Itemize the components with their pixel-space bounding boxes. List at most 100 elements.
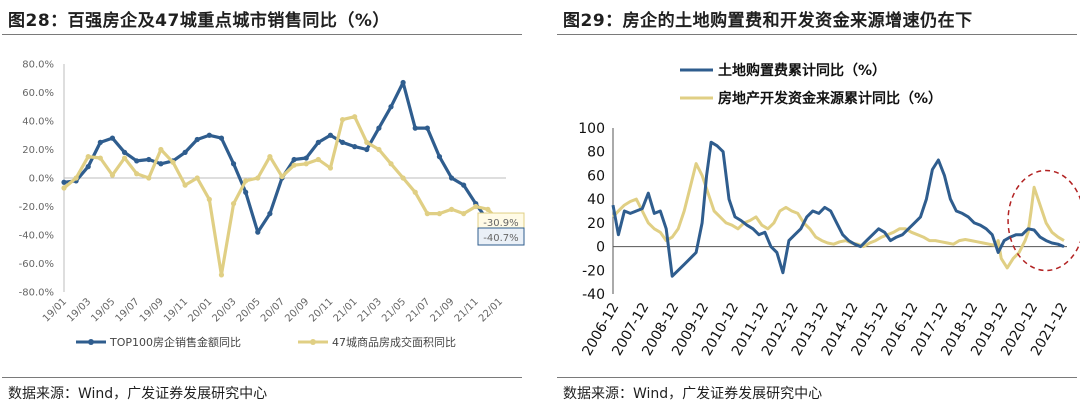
left-series-47city-point (182, 182, 188, 188)
right-ytick-label: 0 (596, 240, 605, 256)
left-series-47city-point (303, 161, 309, 167)
left-series-top100-point (61, 179, 67, 185)
left-line-chart: 80.0% 60.0% 40.0% 20.0% 0.0% -20.0% -40.0% -60.… (19, 60, 525, 349)
left-series-47city-point (400, 175, 406, 181)
left-series-top100-point (243, 189, 249, 195)
left-series-top100-point (315, 139, 321, 145)
right-series-funds-line (611, 162, 1065, 270)
left-xtick-label: 20/03 (211, 296, 239, 324)
left-series-top100-point (158, 161, 164, 167)
left-series-47city-point (448, 206, 455, 212)
left-series-top100-point (109, 135, 116, 141)
left-figure-title: 图28：百强房企及47城重点城市销售同比（%） (8, 11, 390, 31)
left-xtick-label: 20/01 (186, 296, 214, 324)
left-series-47city-point (267, 154, 273, 160)
left-series-top100-point (291, 156, 297, 163)
left-legend-blue-marker (88, 339, 94, 345)
right-legend-blue-label: 土地购置费累计同比（%） (718, 62, 886, 79)
left-series-top100-point (327, 132, 334, 138)
left-source: 数据来源：Wind，广发证券发展研究中心 (8, 386, 268, 402)
left-xtick-label: 21/01 (332, 296, 360, 324)
right-ytick-label: 40 (587, 192, 605, 208)
left-xtick-label: 19/03 (65, 296, 93, 324)
left-series-top100-point (121, 149, 128, 155)
left-annotation-gold-label: -30.9% (483, 218, 518, 229)
left-series-top100-point (388, 104, 394, 110)
left-series-47city-point (170, 159, 176, 165)
right-line-chart: 100806040200-20-402006-122007-122008-122… (578, 62, 1080, 359)
left-bottom-rule (2, 377, 522, 378)
left-series-47city-line (62, 115, 502, 277)
left-series-top100-point (400, 79, 406, 86)
left-xtick-label: 21/05 (380, 296, 408, 324)
left-series-top100-point (206, 132, 212, 138)
left-series-47city-point (121, 155, 128, 161)
left-series-47city-point (339, 116, 346, 123)
left-xtick-label: 19/01 (41, 296, 69, 324)
left-xtick-label: 19/07 (114, 296, 142, 324)
right-ytick-label: 80 (587, 145, 605, 161)
left-series-top100-point (448, 175, 455, 181)
left-xtick-label: 20/11 (307, 296, 335, 324)
right-legend-gold-label: 房地产开发资金来源累计同比（%） (718, 90, 942, 107)
left-ytick-label: 0.0% (29, 174, 54, 185)
left-series-47city-point (424, 211, 430, 217)
left-xtick-label: 21/03 (356, 296, 384, 324)
left-series-47city-point (364, 139, 370, 145)
left-ytick-label: 40.0% (22, 117, 54, 128)
left-xtick-label: 22/01 (477, 296, 505, 324)
left-series-47city-point (61, 185, 67, 191)
left-series-47city-point (412, 189, 418, 195)
left-series-top100-point (146, 156, 152, 163)
left-series-top100-point (134, 158, 140, 164)
right-bottom-rule (557, 377, 1077, 378)
left-series-47city-point (461, 211, 467, 217)
left-xtick-label: 20/05 (235, 296, 263, 324)
left-series-47city-point (376, 146, 382, 153)
right-ytick-label: -20 (582, 263, 605, 279)
left-series-top100-point (364, 146, 370, 153)
right-ytick-label: 20 (587, 216, 605, 232)
left-xtick-label: 21/11 (453, 296, 481, 324)
left-series-47city-point (473, 203, 479, 210)
right-ytick-label: 60 (587, 168, 605, 184)
left-series-47city-point (255, 175, 261, 181)
left-series-top100-point (230, 161, 237, 167)
right-ytick-label: -40 (582, 287, 605, 303)
left-series-top100-point (303, 155, 309, 161)
left-legend-gold-marker (310, 339, 316, 345)
left-series-47city-point (279, 173, 285, 180)
left-series-top100-point (85, 164, 91, 170)
left-series-top100-point (267, 211, 273, 217)
left-series-47city-point (315, 156, 321, 163)
left-series-47city-point (73, 175, 79, 181)
left-series-top100-point (182, 149, 188, 155)
left-ytick-label: -20.0% (19, 202, 54, 213)
left-figure: 图28：百强房企及47城重点城市销售同比（%） 80.0% 60.0% 40.0% 2… (0, 0, 525, 409)
left-series-47city-point (218, 272, 225, 278)
right-ytick-label: 100 (578, 121, 605, 137)
left-series-top100-point (352, 144, 358, 150)
left-ytick-label: -40.0% (19, 231, 54, 242)
left-series-top100-point (339, 139, 346, 145)
left-series-47city-point (134, 171, 140, 177)
left-legend-blue-label: TOP100房企销售金额同比 (109, 335, 241, 349)
left-series-47city-point (388, 161, 394, 167)
right-top-rule (557, 34, 1077, 35)
left-annotation-blue-box (477, 227, 525, 246)
left-series-47city-point (291, 162, 297, 168)
left-series-47city-point (230, 201, 237, 207)
left-xtick-label: 21/07 (404, 296, 432, 324)
left-top-rule (2, 34, 522, 35)
right-figure-title: 图29：房企的土地购置费和开发资金来源增速仍在下 (563, 11, 973, 31)
left-series-47city-point (97, 155, 103, 161)
right-figure: 图29：房企的土地购置费和开发资金来源增速仍在下 100 80 60 40 20 0 -20… (555, 0, 1080, 409)
left-series-47city-point (194, 175, 200, 181)
right-annotation-ellipse (1007, 169, 1080, 272)
left-series-top100-point (218, 135, 225, 141)
left-ytick-label: 80.0% (22, 60, 54, 71)
left-series-top100-point (461, 182, 467, 188)
left-xtick-label: 19/09 (138, 296, 166, 324)
left-ytick-label: -60.0% (19, 259, 54, 270)
left-series-47city-point (327, 165, 334, 171)
